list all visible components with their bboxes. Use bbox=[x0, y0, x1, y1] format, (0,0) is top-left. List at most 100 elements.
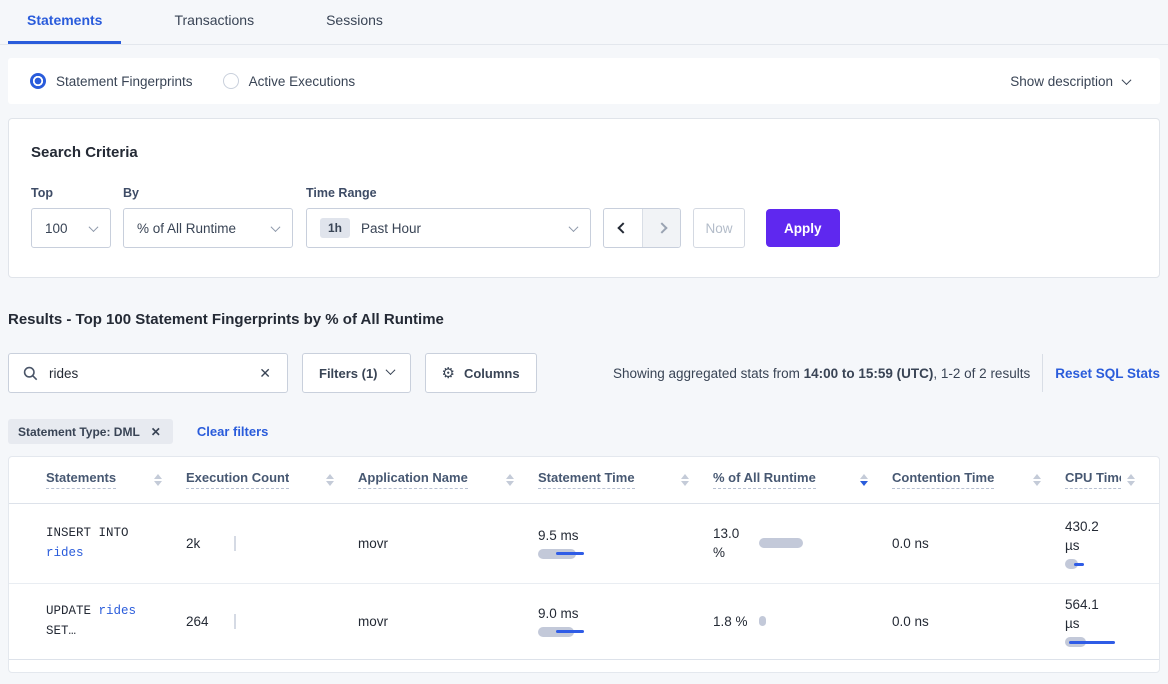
statement-cell: UPDATE rides SET… bbox=[9, 583, 186, 660]
search-criteria-card: Search Criteria Top 100 By % of All Runt… bbox=[8, 118, 1160, 278]
statement-line-2: SET… bbox=[46, 621, 186, 641]
time-range-badge: 1h bbox=[320, 218, 351, 238]
statements-table: Statements Execution Count Application Nam… bbox=[9, 457, 1159, 660]
previous-time-button[interactable] bbox=[604, 209, 642, 247]
tab-bar: Statements Transactions Sessions bbox=[0, 0, 1168, 45]
next-time-button[interactable] bbox=[642, 209, 680, 247]
chevron-down-icon bbox=[385, 365, 395, 376]
statement-link[interactable]: rides bbox=[98, 604, 137, 618]
filter-chip-statement-type[interactable]: Statement Type: DML ✕ bbox=[8, 419, 173, 444]
clear-filters-link[interactable]: Clear filters bbox=[196, 424, 269, 439]
by-select-value: % of All Runtime bbox=[137, 220, 237, 236]
radio-option-active-executions[interactable]: Active Executions bbox=[222, 73, 355, 89]
time-range-value: Past Hour bbox=[361, 220, 422, 236]
statement-line-1: UPDATE rides bbox=[46, 601, 186, 621]
pct-runtime-value: 1.8 % bbox=[713, 613, 748, 629]
application-name-cell: movr bbox=[358, 583, 538, 660]
column-header-cpu-time: CPU Time bbox=[1065, 457, 1159, 504]
search-criteria-form: Top 100 By % of All Runtime Time Range 1… bbox=[31, 186, 1137, 248]
statement-cell: INSERT INTO rides bbox=[9, 503, 186, 584]
active-filters-row: Statement Type: DML ✕ Clear filters bbox=[8, 419, 1160, 444]
column-header-contention-time: Contention Time bbox=[892, 457, 1065, 504]
pct-runtime-value: 13.0 % bbox=[713, 526, 740, 560]
reset-sql-stats-link[interactable]: Reset SQL Stats bbox=[1055, 365, 1160, 381]
table-body: INSERT INTO rides 2k movr 9.5 ms 13.0 % 0.0 ns… bbox=[9, 503, 1159, 660]
apply-button[interactable]: Apply bbox=[766, 209, 840, 247]
execution-count-value: 2k bbox=[186, 535, 201, 551]
column-header-label: Execution Count bbox=[186, 470, 290, 490]
search-criteria-title: Search Criteria bbox=[31, 144, 138, 161]
column-header-label: Statements bbox=[46, 470, 117, 490]
results-heading: Results - Top 100 Statement Fingerprints… bbox=[8, 311, 444, 328]
stats-time-range: 14:00 to 15:59 (UTC) bbox=[803, 365, 934, 381]
chevron-down-icon bbox=[1121, 74, 1132, 85]
sort-arrows-icon[interactable] bbox=[148, 473, 162, 486]
chevron-left-icon bbox=[617, 222, 629, 234]
chevron-right-icon bbox=[655, 222, 668, 234]
by-select[interactable]: % of All Runtime bbox=[123, 208, 293, 248]
clear-search-icon[interactable]: ✕ bbox=[259, 364, 271, 381]
execution-count-bar bbox=[234, 535, 236, 551]
chevron-down-icon bbox=[270, 221, 281, 232]
tab-transactions[interactable]: Transactions bbox=[174, 12, 255, 28]
sort-arrows-icon[interactable] bbox=[675, 473, 689, 486]
cpu-time-cell: 564.1 µs bbox=[1065, 583, 1159, 660]
application-name-value: movr bbox=[358, 535, 388, 551]
contention-time-value: 0.0 ns bbox=[892, 535, 929, 551]
filters-button-label: Filters (1) bbox=[319, 365, 378, 381]
by-label: By bbox=[123, 186, 139, 200]
top-select-value: 100 bbox=[45, 220, 68, 236]
filters-button[interactable]: Filters (1) bbox=[302, 353, 411, 393]
statement-text: UPDATE bbox=[46, 604, 99, 618]
application-name-cell: movr bbox=[358, 503, 538, 584]
time-range-label: Time Range bbox=[306, 186, 377, 200]
tab-sessions[interactable]: Sessions bbox=[326, 12, 383, 28]
cpu-time-value: 430.2 µs bbox=[1065, 519, 1099, 553]
search-box: ✕ bbox=[8, 353, 288, 393]
column-header-label: % of All Runtime bbox=[713, 470, 816, 490]
sort-arrows-icon[interactable] bbox=[1027, 473, 1041, 486]
radio-option-statement-fingerprints[interactable]: Statement Fingerprints bbox=[30, 73, 193, 89]
column-header-label: CPU Time bbox=[1065, 470, 1121, 490]
pct-runtime-cell: 13.0 % bbox=[713, 503, 892, 584]
sort-arrows-icon[interactable] bbox=[1121, 473, 1135, 486]
columns-button-label: Columns bbox=[463, 365, 520, 381]
top-label: Top bbox=[31, 186, 53, 200]
now-button[interactable]: Now bbox=[693, 208, 745, 248]
cpu-time-bar bbox=[1065, 559, 1088, 569]
statement-text: SET… bbox=[46, 624, 77, 638]
top-select[interactable]: 100 bbox=[31, 208, 111, 248]
statement-time-bar bbox=[538, 626, 588, 637]
pct-runtime-bar bbox=[759, 616, 766, 626]
chevron-down-icon bbox=[568, 221, 579, 232]
execution-count-value: 264 bbox=[186, 613, 209, 629]
execution-count-cell: 2k bbox=[186, 503, 358, 584]
sort-arrows-icon[interactable] bbox=[854, 473, 868, 486]
statement-line-2: rides bbox=[46, 543, 186, 563]
aggregated-stats-text: Showing aggregated stats from 14:00 to 1… bbox=[613, 366, 1030, 381]
column-header-application-name: Application Name bbox=[358, 457, 538, 504]
column-header-label: Application Name bbox=[358, 470, 468, 490]
cpu-time-cell: 430.2 µs bbox=[1065, 503, 1159, 584]
execution-count-cell: 264 bbox=[186, 583, 358, 660]
columns-button[interactable]: ⚙ Columns bbox=[424, 353, 537, 393]
statement-link[interactable]: rides bbox=[46, 546, 84, 560]
remove-filter-icon[interactable]: ✕ bbox=[150, 424, 161, 439]
contention-time-value: 0.0 ns bbox=[892, 613, 929, 629]
cpu-time-value: 564.1 µs bbox=[1065, 597, 1099, 631]
show-description-toggle[interactable]: Show description bbox=[1010, 74, 1132, 89]
view-mode-card: Statement Fingerprints Active Executions … bbox=[8, 58, 1160, 104]
sort-arrows-icon[interactable] bbox=[500, 473, 514, 486]
column-header-statement-time: Statement Time bbox=[538, 457, 713, 504]
tab-statements[interactable]: Statements bbox=[8, 0, 122, 44]
time-range-select[interactable]: 1h Past Hour bbox=[306, 208, 591, 248]
contention-time-cell: 0.0 ns bbox=[892, 503, 1065, 584]
statement-time-cell: 9.0 ms bbox=[538, 583, 713, 660]
column-header-of-all-runtime: % of All Runtime bbox=[713, 457, 892, 504]
column-header-execution-count: Execution Count bbox=[186, 457, 358, 504]
chevron-down-icon bbox=[88, 221, 99, 232]
statements-table-card: Statements Execution Count Application Nam… bbox=[8, 456, 1160, 673]
stats-suffix: , 1-2 of 2 results bbox=[933, 365, 1031, 381]
sort-arrows-icon[interactable] bbox=[320, 473, 334, 486]
search-input[interactable] bbox=[49, 365, 258, 381]
